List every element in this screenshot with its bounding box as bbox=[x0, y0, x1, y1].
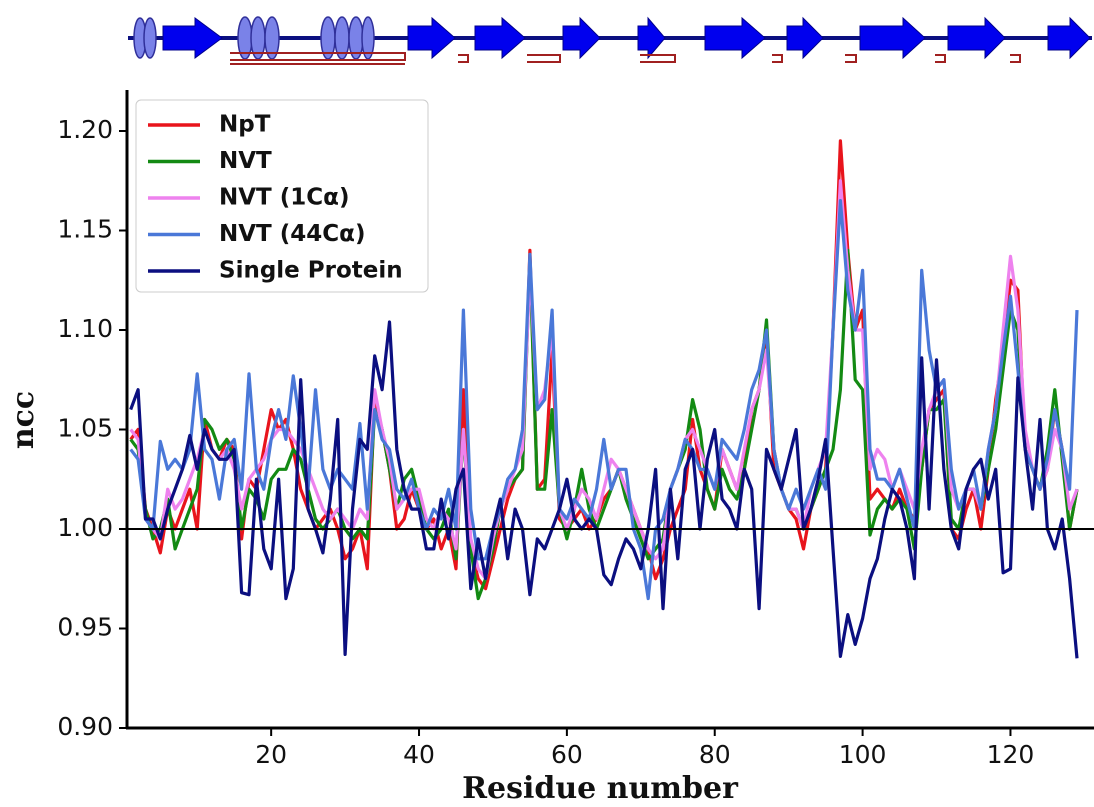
series-line bbox=[129, 320, 1079, 659]
x-tick-label: 40 bbox=[403, 740, 435, 769]
y-tick-label: 0.95 bbox=[57, 612, 113, 641]
y-tick-label: 1.00 bbox=[57, 513, 113, 542]
y-tick-label: 1.15 bbox=[57, 214, 113, 243]
legend-label: NVT (44Cα) bbox=[219, 221, 365, 247]
x-tick-label: 120 bbox=[987, 740, 1035, 769]
x-tick-label: 60 bbox=[551, 740, 583, 769]
x-tick-label: 100 bbox=[839, 740, 887, 769]
x-tick-label: 20 bbox=[255, 740, 287, 769]
x-tick-label: 80 bbox=[699, 740, 731, 769]
y-tick-label: 1.10 bbox=[57, 314, 113, 343]
series-line bbox=[129, 248, 1079, 601]
y-tick-label: 0.90 bbox=[57, 712, 113, 741]
plot bbox=[129, 139, 1079, 659]
legend-label: NVT bbox=[219, 148, 272, 174]
legend-label: NpT bbox=[219, 112, 271, 138]
series-line bbox=[129, 199, 1079, 601]
x-axis-label: Residue number bbox=[462, 771, 739, 806]
y-axis-label: ncc bbox=[6, 391, 41, 449]
legend-label: Single Protein bbox=[219, 258, 403, 284]
legend: NpT NVT NVT (1Cα) NVT (44Cα) Single Protein bbox=[135, 99, 429, 293]
y-tick-label: 1.05 bbox=[57, 413, 113, 442]
y-tick-label: 1.20 bbox=[57, 115, 113, 144]
legend-label: NVT (1Cα) bbox=[219, 185, 349, 211]
secondary-structure bbox=[128, 16, 1092, 65]
legend-box bbox=[135, 99, 429, 293]
